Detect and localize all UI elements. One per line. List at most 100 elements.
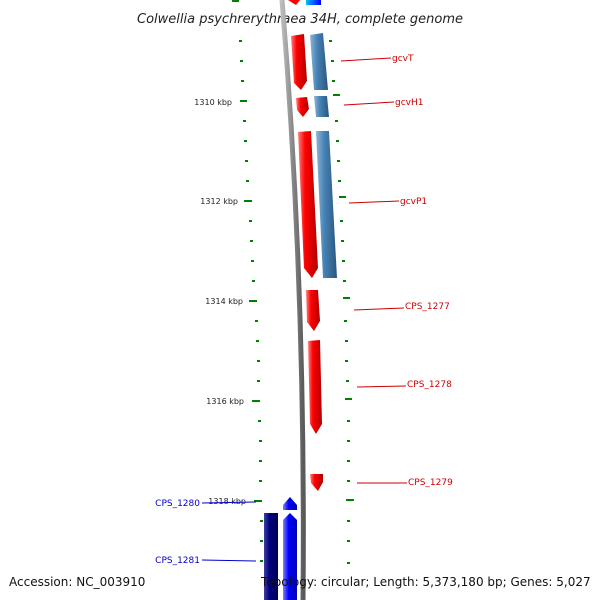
gene-block-gcvh1-steelblue[interactable] bbox=[314, 96, 329, 117]
gene-label-cps-1281[interactable]: CPS_1281 bbox=[155, 556, 200, 566]
top-tick-fragment bbox=[232, 0, 239, 2]
leader-line-gcvh1 bbox=[343, 101, 395, 106]
gene-block-gcvp1-steelblue[interactable] bbox=[316, 131, 337, 278]
tick bbox=[259, 460, 262, 462]
tick bbox=[336, 140, 339, 142]
gene-block-gcvt-steelblue[interactable] bbox=[310, 33, 328, 90]
tick bbox=[255, 320, 258, 322]
tick bbox=[345, 398, 352, 400]
genome-backbone bbox=[279, 0, 306, 600]
tick bbox=[260, 560, 263, 562]
gene-label-cps-1277[interactable]: CPS_1277 bbox=[405, 302, 450, 312]
tick bbox=[249, 300, 257, 302]
tick bbox=[239, 40, 242, 42]
tick bbox=[244, 200, 252, 202]
tick bbox=[245, 160, 248, 162]
gene-arrow-cps-1277[interactable] bbox=[306, 290, 320, 331]
tick bbox=[257, 380, 260, 382]
leader-line-gcvp1 bbox=[348, 200, 400, 204]
gene-label-cps-1280[interactable]: CPS_1280 bbox=[155, 499, 200, 509]
topology-text: Topology: circular; Length: 5,373,180 bp… bbox=[260, 575, 591, 589]
tick bbox=[337, 160, 340, 162]
scale-label-1312: 1312 kbp bbox=[200, 197, 238, 206]
leader-line-gcvt bbox=[340, 57, 392, 62]
inner-tick-marks bbox=[239, 40, 263, 562]
gene-label-cps-1278[interactable]: CPS_1278 bbox=[407, 380, 452, 390]
gene-arrow-gcvh1[interactable] bbox=[296, 97, 309, 117]
reverse-strand-genes bbox=[264, 497, 297, 600]
gene-arrow-cps-1279[interactable] bbox=[310, 474, 323, 491]
forward-strand-genes bbox=[291, 34, 323, 491]
top-red-fragment bbox=[288, 0, 300, 5]
label-leader-lines bbox=[201, 57, 407, 562]
tick bbox=[331, 60, 334, 62]
tick bbox=[250, 240, 253, 242]
tick bbox=[339, 196, 346, 198]
tick bbox=[249, 220, 252, 222]
tick bbox=[342, 260, 345, 262]
scale-label-1316: 1316 kbp bbox=[206, 397, 244, 406]
gene-arrow-gcvp1[interactable] bbox=[298, 131, 318, 278]
outer-tick-marks bbox=[329, 40, 354, 564]
gene-block-cps-1281-navy[interactable] bbox=[264, 513, 278, 600]
tick bbox=[347, 440, 350, 442]
tick bbox=[257, 360, 260, 362]
tick bbox=[329, 40, 332, 42]
tick bbox=[343, 280, 346, 282]
tick bbox=[346, 499, 354, 501]
gene-label-gcvt[interactable]: gcvT bbox=[392, 54, 414, 64]
tick bbox=[251, 260, 254, 262]
gene-label-cps-1279[interactable]: CPS_1279 bbox=[408, 478, 453, 488]
leader-line-cps-1277 bbox=[353, 307, 405, 311]
top-blue-fragment bbox=[306, 0, 321, 5]
steelblue-gene-blocks bbox=[310, 33, 337, 278]
map-title: Colwellia psychrerythraea 34H, complete … bbox=[137, 12, 463, 27]
tick bbox=[240, 100, 247, 102]
leader-line-cps-1281 bbox=[201, 559, 257, 562]
tick bbox=[254, 500, 262, 502]
tick bbox=[246, 180, 249, 182]
tick bbox=[260, 520, 263, 522]
leader-line-cps-1280 bbox=[201, 501, 257, 504]
tick bbox=[343, 297, 350, 299]
tick bbox=[244, 140, 247, 142]
tick bbox=[260, 540, 263, 542]
tick bbox=[344, 320, 347, 322]
gene-arrow-cps-1280[interactable] bbox=[283, 497, 297, 510]
gene-label-gcvh1[interactable]: gcvH1 bbox=[395, 98, 423, 108]
scale-label-1314: 1314 kbp bbox=[205, 297, 243, 306]
accession-text: Accession: NC_003910 bbox=[9, 575, 145, 589]
gene-label-gcvp1[interactable]: gcvP1 bbox=[400, 197, 427, 207]
tick bbox=[258, 420, 261, 422]
tick bbox=[259, 480, 262, 482]
tick bbox=[340, 220, 343, 222]
tick bbox=[335, 120, 338, 122]
leader-line-cps-1278 bbox=[356, 385, 407, 388]
tick bbox=[259, 440, 262, 442]
gene-arrow-cps-1278[interactable] bbox=[308, 340, 322, 434]
tick bbox=[241, 80, 244, 82]
tick bbox=[347, 460, 350, 462]
tick bbox=[346, 380, 349, 382]
tick bbox=[243, 120, 246, 122]
scale-label-1318: 1318 kbp bbox=[208, 497, 246, 506]
tick bbox=[252, 280, 255, 282]
tick bbox=[347, 562, 350, 564]
tick bbox=[341, 240, 344, 242]
tick bbox=[256, 340, 259, 342]
tick bbox=[345, 360, 348, 362]
tick bbox=[347, 520, 350, 522]
tick bbox=[332, 80, 335, 82]
tick bbox=[338, 180, 341, 182]
tick bbox=[345, 340, 348, 342]
tick bbox=[252, 400, 260, 402]
gene-arrow-cps-1281[interactable] bbox=[283, 513, 297, 600]
tick bbox=[347, 480, 350, 482]
scale-label-1310: 1310 kbp bbox=[194, 98, 232, 107]
tick bbox=[347, 420, 350, 422]
tick bbox=[347, 540, 350, 542]
gene-arrow-gcvt[interactable] bbox=[291, 34, 307, 90]
tick bbox=[240, 60, 243, 62]
